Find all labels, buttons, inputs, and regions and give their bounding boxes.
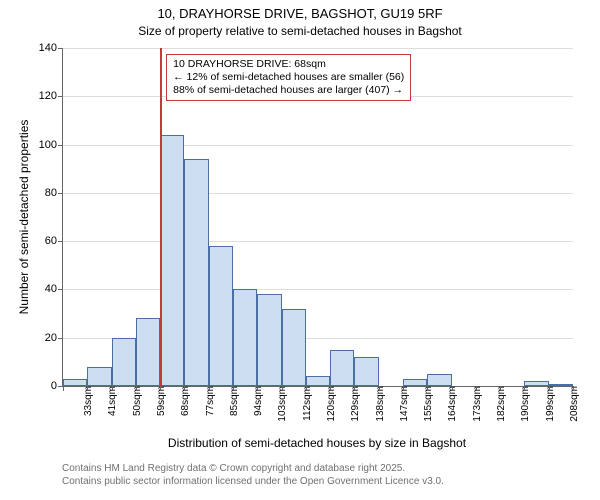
x-tick bbox=[354, 386, 355, 391]
annotation-line: 10 DRAYHORSE DRIVE: 68sqm bbox=[173, 58, 404, 71]
annotation-line: 88% of semi-detached houses are larger (… bbox=[173, 84, 404, 97]
histogram-bar bbox=[209, 246, 233, 386]
reference-line bbox=[160, 48, 162, 386]
histogram-bar bbox=[403, 379, 427, 386]
histogram-bar bbox=[112, 338, 136, 386]
y-tick-label: 0 bbox=[51, 380, 63, 392]
histogram-bar bbox=[233, 289, 257, 386]
x-tick-label: 129sqm bbox=[346, 386, 361, 422]
x-tick bbox=[403, 386, 404, 391]
x-tick-label: 182sqm bbox=[492, 386, 507, 422]
annotation-line: ← 12% of semi-detached houses are smalle… bbox=[173, 71, 404, 84]
x-tick bbox=[282, 386, 283, 391]
x-tick bbox=[524, 386, 525, 391]
y-tick-label: 60 bbox=[45, 235, 63, 247]
x-tick-label: 103sqm bbox=[273, 386, 288, 422]
y-gridline bbox=[63, 289, 573, 290]
histogram-bar bbox=[257, 294, 281, 386]
x-tick bbox=[233, 386, 234, 391]
histogram-bar bbox=[87, 367, 111, 386]
footer-line1: Contains HM Land Registry data © Crown c… bbox=[62, 462, 444, 475]
y-gridline bbox=[63, 193, 573, 194]
x-tick bbox=[160, 386, 161, 391]
x-tick bbox=[379, 386, 380, 391]
y-tick-label: 100 bbox=[39, 139, 63, 151]
y-tick-label: 120 bbox=[39, 90, 63, 102]
chart-title-line1: 10, DRAYHORSE DRIVE, BAGSHOT, GU19 5RF bbox=[0, 6, 600, 21]
x-tick-label: 120sqm bbox=[322, 386, 337, 422]
x-tick bbox=[306, 386, 307, 391]
histogram-bar bbox=[63, 379, 87, 386]
annotation-box: 10 DRAYHORSE DRIVE: 68sqm← 12% of semi-d… bbox=[166, 54, 411, 101]
x-tick-label: 155sqm bbox=[419, 386, 434, 422]
x-tick bbox=[257, 386, 258, 391]
histogram-bar bbox=[354, 357, 378, 386]
y-gridline bbox=[63, 241, 573, 242]
x-tick bbox=[476, 386, 477, 391]
y-tick-label: 20 bbox=[45, 332, 63, 344]
x-tick bbox=[184, 386, 185, 391]
x-tick bbox=[112, 386, 113, 391]
attribution-footer: Contains HM Land Registry data © Crown c… bbox=[62, 462, 444, 488]
y-gridline bbox=[63, 145, 573, 146]
histogram-bar bbox=[282, 309, 306, 386]
x-tick bbox=[452, 386, 453, 391]
histogram-bar bbox=[160, 135, 184, 386]
y-tick-label: 40 bbox=[45, 283, 63, 295]
chart-title-line2: Size of property relative to semi-detach… bbox=[0, 24, 600, 38]
x-tick-label: 138sqm bbox=[371, 386, 386, 422]
histogram-bar bbox=[184, 159, 208, 386]
histogram-bar bbox=[330, 350, 354, 386]
y-gridline bbox=[63, 48, 573, 49]
x-tick bbox=[136, 386, 137, 391]
x-tick-label: 208sqm bbox=[565, 386, 580, 422]
x-tick bbox=[500, 386, 501, 391]
x-tick-label: 199sqm bbox=[541, 386, 556, 422]
x-tick bbox=[209, 386, 210, 391]
x-tick bbox=[427, 386, 428, 391]
x-tick bbox=[549, 386, 550, 391]
x-tick bbox=[573, 386, 574, 391]
x-tick-label: 164sqm bbox=[443, 386, 458, 422]
y-tick-label: 80 bbox=[45, 187, 63, 199]
x-tick-label: 190sqm bbox=[516, 386, 531, 422]
x-tick bbox=[330, 386, 331, 391]
chart-container: 10, DRAYHORSE DRIVE, BAGSHOT, GU19 5RF S… bbox=[0, 0, 600, 500]
x-tick-label: 173sqm bbox=[468, 386, 483, 422]
histogram-bar bbox=[427, 374, 451, 386]
x-axis-label: Distribution of semi-detached houses by … bbox=[62, 436, 572, 450]
histogram-bar bbox=[306, 376, 330, 386]
x-tick bbox=[63, 386, 64, 391]
x-tick-label: 112sqm bbox=[298, 386, 313, 421]
x-tick-label: 147sqm bbox=[395, 386, 410, 422]
footer-line2: Contains public sector information licen… bbox=[62, 475, 444, 488]
y-tick-label: 140 bbox=[39, 42, 63, 54]
x-tick bbox=[87, 386, 88, 391]
y-axis-label: Number of semi-detached properties bbox=[17, 97, 31, 337]
plot-area: 02040608010012014033sqm41sqm50sqm59sqm68… bbox=[62, 48, 573, 387]
histogram-bar bbox=[136, 318, 160, 386]
